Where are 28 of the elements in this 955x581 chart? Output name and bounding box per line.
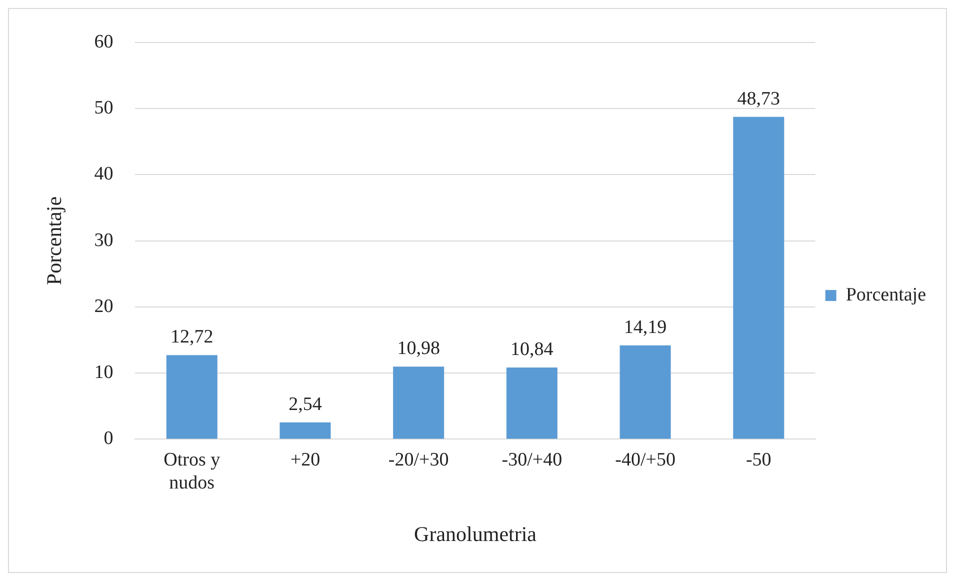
- bar: [393, 366, 444, 439]
- data-label: 12,72: [170, 326, 214, 348]
- bar: [280, 422, 331, 439]
- bar: [166, 355, 218, 439]
- y-tick-label: 40: [94, 164, 114, 185]
- x-tick-label: Otros y nudos: [164, 450, 221, 494]
- x-tick-label: -30/+40: [502, 450, 562, 471]
- x-axis-title: Granolumetria: [414, 522, 538, 546]
- y-tick-label: 10: [94, 362, 114, 384]
- x-tick-label: -40/+50: [615, 450, 676, 471]
- bar: [733, 116, 784, 439]
- y-tick-label: 0: [104, 428, 114, 450]
- data-label: 2,54: [288, 394, 322, 415]
- data-label: 10,84: [510, 338, 554, 360]
- x-tick-label: -50: [746, 450, 772, 471]
- y-axis-title: Porcentaje: [42, 196, 66, 286]
- x-tick-label: -20/+30: [388, 450, 449, 471]
- x-tick-label: +20: [290, 450, 320, 471]
- legend-label: Porcentaje: [846, 284, 926, 306]
- data-label: 10,98: [397, 338, 440, 360]
- data-label: 14,19: [624, 316, 667, 338]
- y-tick-label: 60: [94, 31, 114, 52]
- y-tick-label: 20: [94, 296, 114, 317]
- data-label: 48,73: [737, 88, 780, 110]
- y-tick-label: 50: [94, 98, 114, 119]
- bar: [506, 368, 558, 439]
- y-tick-label: 30: [94, 230, 114, 251]
- bar: [620, 345, 671, 439]
